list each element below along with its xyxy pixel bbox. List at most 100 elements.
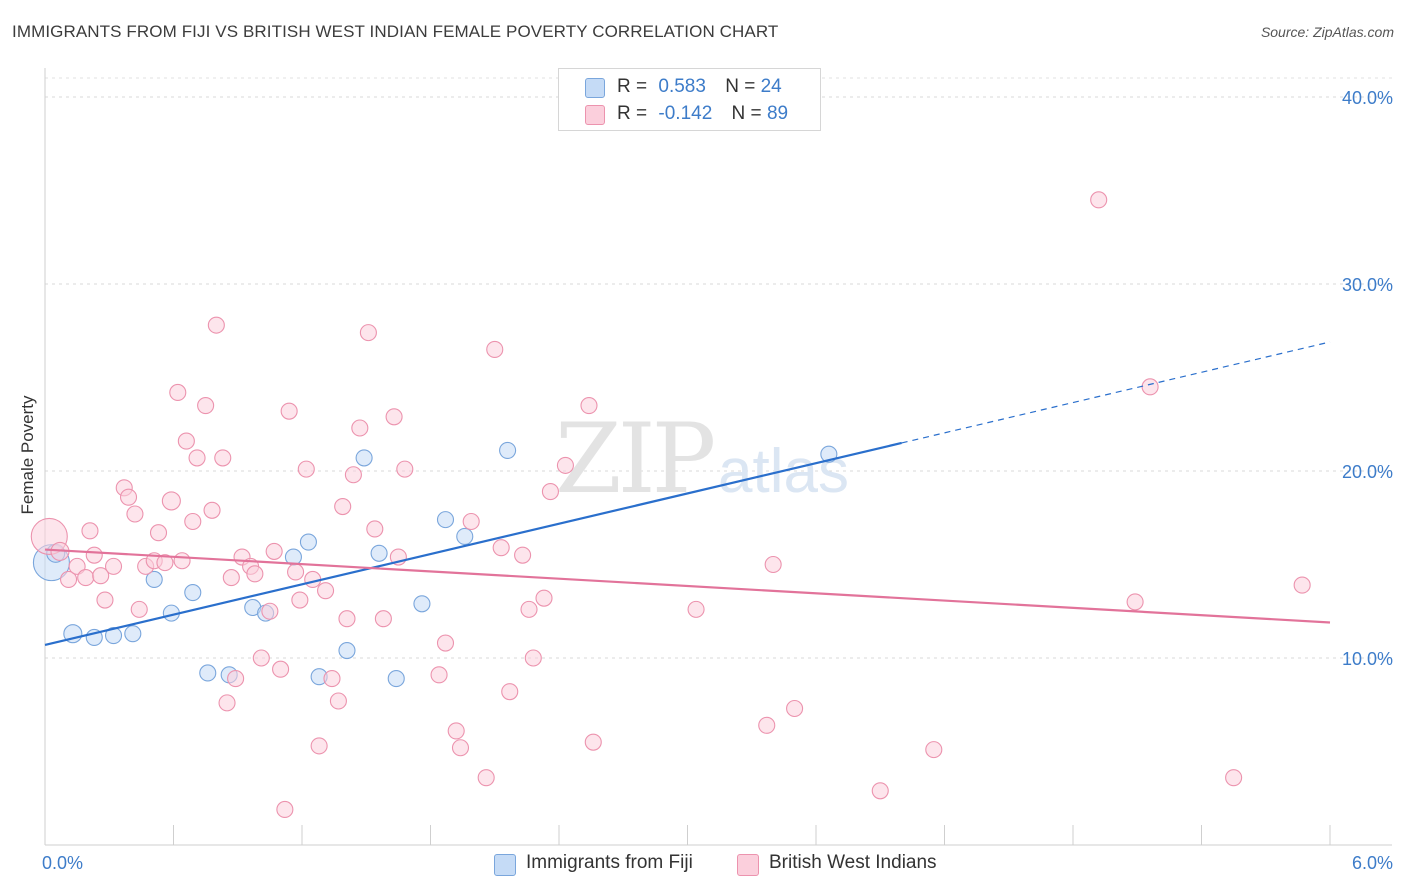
legend-n-value: 89	[766, 103, 789, 124]
point-bwi	[272, 660, 290, 678]
chart-title: IMMIGRANTS FROM FIJI VS BRITISH WEST IND…	[12, 22, 779, 41]
point-bwi	[227, 670, 245, 688]
legend-n-label: N =	[731, 103, 762, 124]
point-bwi	[323, 670, 341, 688]
y-tick-label: 10.0%	[1342, 649, 1393, 669]
point-bwi	[462, 512, 480, 531]
point-bwi	[436, 634, 455, 652]
point-fiji	[299, 533, 317, 551]
point-fiji	[499, 441, 517, 459]
point-fiji	[199, 664, 217, 682]
point-bwi	[81, 522, 99, 540]
trend-line-fiji	[44, 441, 902, 646]
bottom-legend-label-fiji: Immigrants from Fiji	[526, 852, 693, 873]
bottom-legend-swatch-bwi	[737, 854, 759, 876]
point-bwi	[584, 733, 602, 751]
point-bwi	[925, 741, 943, 759]
point-bwi	[501, 683, 519, 701]
point-bwi	[126, 505, 144, 523]
point-bwi	[385, 408, 403, 426]
point-bwi	[535, 589, 553, 607]
point-bwi	[366, 520, 384, 538]
point-bwi	[317, 582, 335, 600]
point-bwi	[177, 432, 195, 450]
point-bwi	[687, 600, 705, 618]
point-fiji	[370, 544, 388, 562]
y-axis-label: Female Poverty	[18, 395, 37, 515]
point-fiji	[436, 511, 455, 529]
point-bwi	[1090, 191, 1108, 209]
legend-r-value: -0.142	[658, 103, 713, 124]
bottom-legend-swatch-fiji	[494, 854, 516, 876]
point-bwi	[310, 737, 328, 755]
point-bwi	[85, 546, 103, 564]
point-bwi	[764, 555, 782, 574]
point-bwi	[514, 546, 532, 564]
point-bwi	[60, 570, 78, 589]
point-bwi	[287, 563, 305, 581]
point-bwi	[197, 396, 215, 415]
data-points	[30, 191, 1311, 819]
point-bwi	[265, 542, 283, 560]
point-bwi	[130, 600, 148, 618]
point-bwi	[396, 460, 414, 478]
legend-r-label: R =	[617, 103, 648, 124]
legend-r-value: 0.583	[658, 76, 706, 97]
point-bwi	[451, 739, 470, 757]
point-bwi	[297, 460, 315, 478]
point-fiji	[184, 583, 202, 602]
point-bwi	[329, 692, 347, 710]
point-bwi	[207, 316, 225, 334]
trend-line-fiji-extension	[901, 341, 1331, 444]
legend-n-label: N =	[725, 76, 756, 97]
point-bwi	[252, 649, 270, 667]
point-bwi	[1141, 378, 1159, 396]
axes	[44, 68, 1392, 846]
tick-labels: 10.0% 20.0% 30.0% 40.0% 0.0% 6.0%	[42, 88, 1393, 873]
point-bwi	[758, 716, 776, 734]
x-tick-label: 0.0%	[42, 853, 83, 873]
point-bwi	[173, 552, 191, 570]
legend-n-value: 24	[760, 76, 782, 97]
point-bwi	[156, 554, 174, 572]
point-bwi	[280, 402, 298, 420]
point-bwi	[786, 699, 804, 718]
point-bwi	[477, 769, 495, 787]
point-fiji	[355, 449, 373, 467]
point-bwi	[344, 466, 362, 484]
point-bwi	[104, 557, 123, 575]
y-tick-label: 30.0%	[1342, 275, 1393, 295]
y-tick-label: 40.0%	[1342, 88, 1393, 108]
legend-r-label: R =	[617, 76, 648, 97]
point-bwi	[276, 800, 294, 819]
point-bwi	[338, 610, 356, 628]
point-fiji	[456, 527, 474, 546]
point-bwi	[430, 666, 448, 684]
point-bwi	[96, 591, 114, 609]
point-bwi	[1293, 576, 1311, 594]
trend-line-bwi	[44, 548, 1331, 624]
point-bwi	[218, 694, 236, 712]
point-bwi	[119, 488, 138, 506]
point-bwi	[359, 324, 377, 342]
point-bwi	[871, 782, 889, 800]
point-bwi	[203, 501, 221, 519]
point-bwi	[1225, 769, 1243, 787]
point-bwi	[351, 419, 369, 437]
point-bwi	[261, 602, 279, 620]
point-bwi	[486, 340, 504, 359]
point-fiji	[145, 570, 163, 589]
point-bwi	[524, 649, 542, 667]
point-bwi	[447, 722, 465, 740]
point-bwi	[188, 449, 206, 467]
point-bwi	[374, 610, 392, 628]
point-bwi	[1126, 593, 1144, 611]
point-bwi	[214, 449, 232, 467]
point-fiji	[413, 595, 431, 613]
x-tick-label: 6.0%	[1352, 853, 1393, 873]
legend-swatch-fiji	[585, 78, 605, 98]
bottom-legend-label-bwi: British West Indians	[769, 852, 937, 873]
point-bwi	[92, 567, 110, 585]
stats-legend: R = 0.583 N = 24 R = -0.142 N = 89	[558, 68, 821, 131]
